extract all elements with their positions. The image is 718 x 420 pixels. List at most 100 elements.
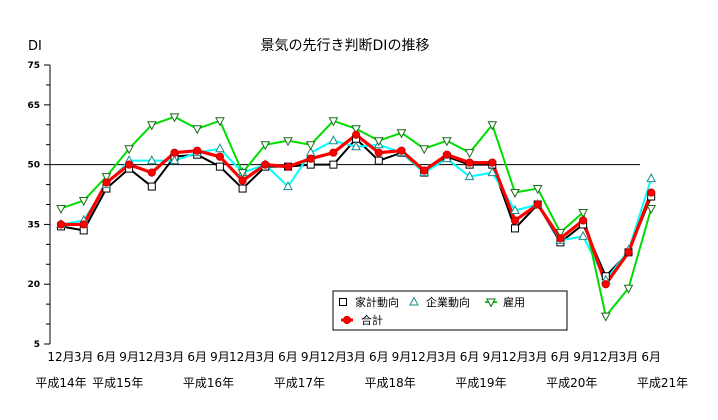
series-markers-1 — [56, 135, 657, 284]
data-point — [328, 117, 339, 127]
data-point — [578, 208, 588, 219]
data-point — [396, 129, 407, 139]
legend-marker — [339, 298, 347, 306]
x-tick-label: 6月 — [187, 350, 207, 364]
x-tick-label: 12月 — [138, 350, 165, 364]
legend-marker — [409, 296, 419, 306]
data-point — [169, 155, 180, 165]
data-point — [374, 156, 383, 165]
data-point — [510, 216, 520, 225]
data-point — [283, 137, 293, 147]
data-point — [169, 113, 180, 123]
x-tick-label: 9月 — [392, 350, 412, 364]
x-tick-label: 12月 — [229, 350, 256, 364]
x-tick-label: 9月 — [210, 350, 230, 364]
x-tick-label: 9月 — [301, 350, 321, 364]
year-label: 平成15年 — [92, 376, 143, 390]
series-3 — [61, 133, 653, 286]
data-point — [238, 184, 247, 193]
x-tick-label: 12月 — [320, 350, 347, 364]
data-point — [283, 181, 293, 191]
series-line — [61, 133, 653, 286]
data-point — [352, 130, 361, 139]
legend-label: 合計 — [361, 313, 383, 327]
data-point — [442, 150, 451, 159]
data-point — [79, 220, 88, 229]
data-point — [556, 234, 565, 243]
data-point — [419, 145, 430, 155]
data-point — [464, 149, 475, 159]
data-point — [624, 248, 633, 257]
data-point — [261, 160, 270, 169]
legend-label: 企業動向 — [426, 295, 470, 309]
x-tick-label: 9月 — [482, 350, 502, 364]
legend-marker — [342, 315, 352, 325]
y-axis-label: DI — [28, 39, 42, 54]
data-point — [464, 171, 475, 181]
year-label: 平成20年 — [546, 376, 597, 390]
x-tick-label: 9月 — [119, 350, 139, 364]
data-point — [193, 146, 202, 155]
data-point — [192, 125, 203, 135]
data-point — [533, 200, 542, 209]
x-tick-label: 3月 — [346, 350, 366, 364]
data-point — [215, 117, 225, 127]
legend-item: 雇用 — [485, 295, 525, 309]
data-point — [305, 141, 316, 151]
year-label: 平成17年 — [274, 376, 325, 390]
legend-item: 合計 — [341, 313, 383, 327]
y-tick-label: 65 — [27, 101, 40, 111]
data-point — [329, 148, 338, 157]
x-tick-label: 12月 — [47, 350, 74, 364]
data-point — [56, 204, 66, 215]
data-point — [488, 158, 497, 167]
chart-title: 景気の先行き判断DIの推移 — [261, 38, 430, 54]
y-tick-label: 75 — [27, 61, 40, 71]
data-point — [215, 152, 224, 161]
data-point — [510, 189, 520, 199]
data-point — [124, 145, 134, 155]
data-point — [283, 162, 293, 171]
x-tick-label: 6月 — [551, 350, 571, 364]
data-point — [147, 168, 156, 177]
legend-item: 企業動向 — [409, 295, 470, 309]
plot-area — [56, 113, 657, 322]
data-point — [465, 158, 474, 167]
data-point — [78, 197, 89, 207]
x-tick-label: 3月 — [619, 350, 639, 364]
data-point — [487, 167, 498, 177]
data-point — [420, 166, 429, 175]
data-point — [306, 154, 315, 163]
x-tick-label: 6月 — [97, 350, 117, 364]
year-label: 平成18年 — [365, 376, 416, 390]
data-point — [511, 224, 519, 233]
data-point — [600, 312, 611, 322]
data-point — [532, 185, 543, 195]
x-tick-label: 12月 — [411, 350, 438, 364]
data-point — [329, 160, 338, 169]
x-tick-label: 3月 — [528, 350, 548, 364]
data-point — [397, 146, 406, 155]
data-point — [101, 173, 112, 183]
x-tick-label: 3月 — [74, 350, 94, 364]
y-tick-label: 35 — [27, 220, 40, 230]
year-label: 平成16年 — [183, 376, 234, 390]
data-point — [237, 169, 248, 179]
legend-label: 雇用 — [503, 295, 525, 309]
x-tick-label: 6月 — [641, 350, 661, 364]
data-point — [601, 280, 610, 289]
data-point — [102, 178, 111, 187]
data-point — [146, 121, 157, 131]
data-point — [146, 155, 157, 165]
series-markers-2 — [56, 113, 657, 322]
x-tick-label: 9月 — [573, 350, 593, 364]
data-point — [328, 135, 339, 145]
data-point — [510, 204, 520, 214]
data-point — [374, 148, 383, 157]
legend-label: 家計動向 — [355, 295, 399, 309]
data-point — [442, 137, 452, 147]
data-point — [646, 204, 657, 215]
